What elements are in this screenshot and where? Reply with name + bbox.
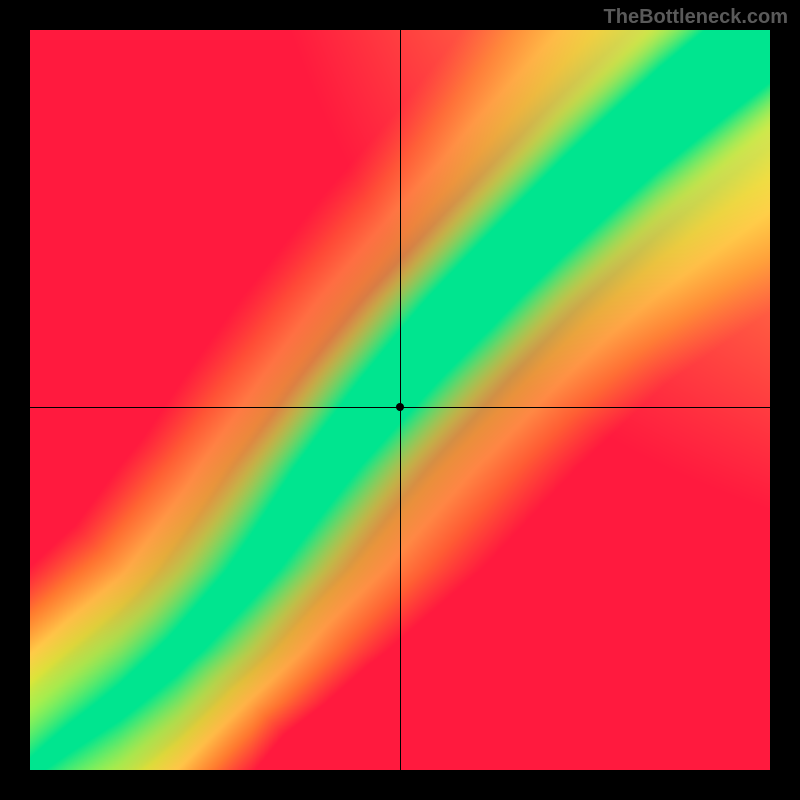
chart-container: TheBottleneck.com xyxy=(0,0,800,800)
crosshair-marker-dot xyxy=(396,403,404,411)
watermark-text: TheBottleneck.com xyxy=(604,6,788,29)
crosshair-vertical-line xyxy=(400,30,401,770)
